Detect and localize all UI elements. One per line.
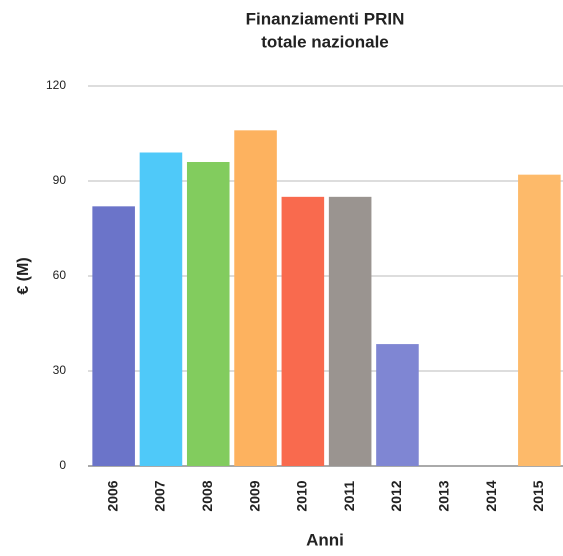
x-tick-label: 2012 (388, 480, 404, 511)
x-tick-label: 2014 (483, 480, 499, 511)
bar (139, 152, 183, 466)
chart-subtitle: totale nazionale (261, 32, 389, 51)
x-tick-label: 2009 (246, 480, 262, 511)
y-tick-label: 60 (53, 268, 67, 282)
x-tick-label: 2008 (199, 480, 215, 511)
y-tick-label: 120 (46, 78, 66, 92)
x-tick-label: 2006 (104, 480, 120, 511)
x-tick-label: 2011 (341, 481, 357, 512)
bar (518, 174, 561, 466)
y-axis-label: € (M) (15, 257, 32, 294)
bar (186, 162, 230, 466)
bar (328, 196, 372, 467)
bar (92, 206, 135, 467)
x-tick-label: 2015 (530, 480, 546, 511)
bar (234, 130, 277, 467)
y-tick-label: 0 (59, 458, 66, 472)
chart-title: Finanziamenti PRIN (246, 9, 405, 28)
x-tick-label: 2013 (435, 480, 451, 511)
bar (376, 344, 419, 466)
x-tick-label: 2007 (152, 480, 168, 511)
x-tick-label: 2010 (294, 480, 310, 511)
x-axis-label: Anni (306, 530, 344, 549)
y-tick-label: 90 (53, 173, 67, 187)
bar (281, 196, 325, 467)
y-tick-label: 30 (53, 363, 67, 377)
